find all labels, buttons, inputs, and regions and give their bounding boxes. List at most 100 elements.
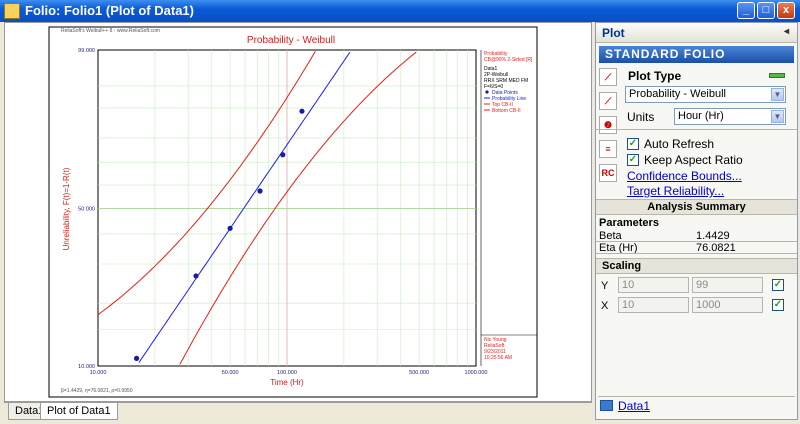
legend-text: 2P-Weibull [484,72,508,78]
scale-y-label: Y [601,280,609,292]
section-status-bar [769,73,785,78]
data-point [193,273,199,279]
minimize-button[interactable]: _ [737,2,755,19]
window-title: Folio: Folio1 (Plot of Data1) [25,3,194,18]
data-sheet-icon [600,400,613,411]
data-point [227,225,233,231]
confidence-bounds-link[interactable]: Confidence Bounds... [627,169,742,183]
y-min-input[interactable]: 10 [618,277,689,293]
y-max-input[interactable]: 99 [692,277,763,293]
x-axis-label: Time (Hr) [270,378,304,387]
param-eta-name: Eta (Hr) [599,242,638,254]
chart-title: Probability - Weibull [247,35,335,46]
y-tick-label: 10.000 [78,364,95,370]
collapse-arrow-icon[interactable]: ◂ [783,26,790,37]
data-point [133,355,140,361]
chevron-down-icon[interactable]: ▼ [771,88,784,101]
x-tick-label: 500.000 [409,370,429,376]
param-beta-value: 1.4429 [696,230,730,242]
panel-header: Plot ◂ [596,23,797,43]
footer-text: β=1.4429, η=76.0821, ρ=0.9950 [61,388,133,394]
signature-text: 9/23/2011 [484,349,506,355]
standard-folio-banner: STANDARD FOLIO [599,46,794,63]
units-label: Units [627,110,655,124]
y-axis-label: Unreliability, F(t)=1-R(t) [62,167,71,250]
weibull-probability-chart: ReliaSoft's Weibull++ 8 - www.ReliaSoft.… [48,26,538,398]
units-select[interactable]: Hour (Hr) ▼ [674,108,786,125]
data-point [299,108,305,114]
signature-text: ReliaSoft [484,343,505,349]
y-auto-scale-checkbox[interactable]: ✓ [772,279,784,291]
maximize-button[interactable]: □ [757,2,775,19]
param-eta-value: 76.0821 [696,242,736,254]
signature-text: Nic Young [484,337,507,343]
bottom-confidence-bound [179,51,417,365]
sheet-tabs: Data1 Plot of Data1 [4,402,592,420]
plot-toolbar: ⟋ ⟋ ❷ ≡ RC [599,68,621,188]
panel-title: Plot [602,26,625,40]
legend-text: RRX SRM MED FM [484,78,528,84]
signature-text: 10:25:56 AM [484,355,512,361]
legend-text: F=6/S=0 [484,84,503,90]
data-point [257,188,263,194]
parameters-label: Parameters [599,217,659,229]
x-tick-label: 50.000 [222,370,239,376]
legend-entry: Probability Line [492,96,526,102]
legend-text: Probability [484,51,508,57]
legend-text: CB@90% 2-Sided [R] [484,57,533,63]
keep-aspect-checkbox[interactable]: ✓ [627,154,639,166]
top-confidence-bound [97,51,316,316]
plot-type-select[interactable]: Probability - Weibull ▼ [625,86,786,103]
plot-type-icon[interactable]: ⟋ [599,68,617,86]
legend-marker [485,90,489,94]
keep-aspect-label: Keep Aspect Ratio [644,153,743,167]
x-tick-label: 100.000 [277,370,297,376]
chevron-down-icon[interactable]: ▼ [771,110,784,123]
plot-canvas[interactable]: ReliaSoft's Weibull++ 8 - www.ReliaSoft.… [4,22,592,402]
legend-text: Data1 [484,66,498,72]
divider [596,129,797,130]
header-text: ReliaSoft's Weibull++ 8 - www.ReliaSoft.… [61,28,160,34]
tab-plot-of-data1[interactable]: Plot of Data1 [40,403,118,420]
legend-entry: Bottom CB-II [492,108,521,114]
y-tick-label: 50.000 [78,206,95,212]
data-point [280,152,286,158]
overlay-icon[interactable]: ≡ [599,140,617,158]
close-button[interactable]: x [777,2,795,19]
x-tick-label: 10.000 [90,370,107,376]
scaling-header: Scaling [596,258,797,274]
divider [596,253,797,254]
legend-entry: Data Points [492,90,518,96]
series-layer [97,51,417,365]
legend-entry: Top CB-II [492,102,513,108]
plot-setup-icon[interactable]: ⟋ [599,92,617,110]
folio-app-icon [4,3,20,19]
title-bar[interactable]: Folio: Folio1 (Plot of Data1) _ □ x [0,0,800,22]
auto-refresh-label: Auto Refresh [644,137,715,151]
grid-lines [98,50,476,366]
plot-type-heading: Plot Type [628,69,682,83]
target-reliability-link[interactable]: Target Reliability... [627,184,725,198]
plot-page-frame [48,26,538,398]
param-beta-name: Beta [599,230,622,242]
y-tick-label: 99.000 [78,48,95,54]
units-value: Hour (Hr) [678,110,724,122]
probability-line [138,51,351,363]
plot-control-panel: Plot ◂ STANDARD FOLIO ⟋ ⟋ ❷ ≡ RC Plot Ty… [595,22,798,420]
plot-type-value: Probability - Weibull [629,88,727,100]
tick-labels: 10.000 50.000 100.000 500.000 1000.000 10.000… [78,48,487,376]
analysis-summary-header: Analysis Summary [596,199,797,215]
x-min-input[interactable]: 10 [618,297,689,313]
divider [596,241,797,242]
x-tick-label: 1000.000 [465,370,488,376]
data-source-footer: Data1 [598,396,795,414]
redraw-icon[interactable]: ❷ [599,116,617,134]
data1-link[interactable]: Data1 [618,399,651,413]
scale-x-label: X [601,300,609,312]
auto-refresh-checkbox[interactable]: ✓ [627,138,639,150]
rcp-icon[interactable]: RC [599,164,617,182]
x-auto-scale-checkbox[interactable]: ✓ [772,299,784,311]
x-max-input[interactable]: 1000 [692,297,763,313]
